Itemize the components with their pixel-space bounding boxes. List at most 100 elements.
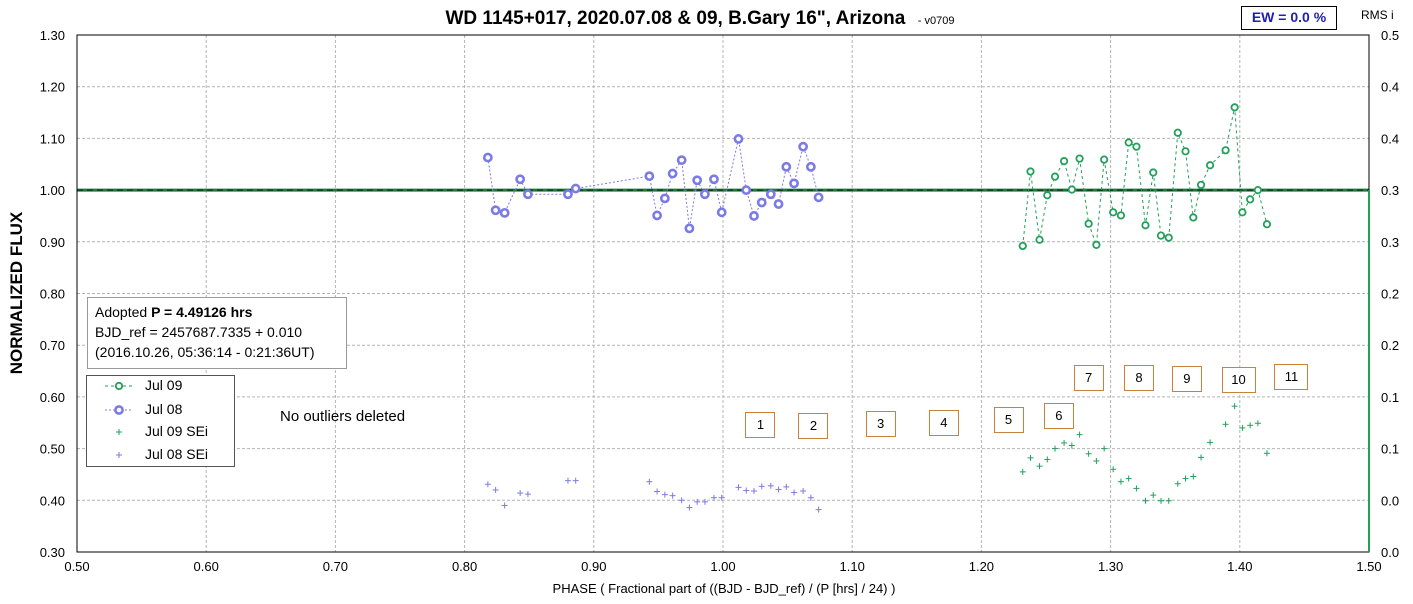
data-point bbox=[676, 155, 687, 166]
data-point bbox=[1221, 146, 1230, 155]
y-tick-label: 0.70 bbox=[40, 338, 65, 353]
x-tick-label: 1.50 bbox=[1356, 559, 1381, 574]
y2-tick-label: 0.5 bbox=[1381, 28, 1399, 43]
data-point bbox=[1109, 208, 1118, 217]
data-point bbox=[805, 161, 816, 172]
y-tick-label: 0.40 bbox=[40, 493, 65, 508]
legend-label-jul09: Jul 09 bbox=[145, 377, 183, 393]
y-tick-label: 0.90 bbox=[40, 235, 65, 250]
data-point bbox=[1222, 421, 1229, 428]
chart-title: WD 1145+017, 2020.07.08 & 09, B.Gary 16"… bbox=[446, 8, 955, 29]
data-point bbox=[1254, 420, 1261, 427]
legend-label-jul09-sei: Jul 09 SEi bbox=[145, 423, 209, 439]
y2-tick-label: 0.4 bbox=[1381, 80, 1399, 95]
info-period-prefix: Adopted bbox=[95, 304, 152, 320]
legend-symbol-jul08-sei bbox=[116, 452, 122, 458]
data-point bbox=[1253, 186, 1262, 195]
data-point bbox=[1061, 439, 1068, 446]
series-layer bbox=[482, 103, 1272, 513]
data-point bbox=[1050, 172, 1060, 181]
legend-symbol-jul08 bbox=[105, 405, 133, 415]
data-point bbox=[1085, 450, 1092, 457]
data-point bbox=[1117, 478, 1124, 485]
data-point bbox=[1164, 233, 1173, 242]
data-point bbox=[1132, 142, 1141, 151]
data-point bbox=[1174, 480, 1181, 487]
legend-symbol-jul09 bbox=[105, 381, 133, 391]
data-point bbox=[701, 498, 708, 505]
info-line-date: (2016.10.26, 05:36:14 - 0:21:36UT) bbox=[95, 344, 315, 360]
data-point bbox=[1027, 454, 1034, 461]
series-2 bbox=[1019, 403, 1270, 504]
data-point bbox=[684, 223, 695, 234]
data-point bbox=[741, 185, 752, 195]
data-point bbox=[659, 193, 670, 204]
data-point bbox=[1246, 195, 1255, 204]
y2-axis-label: RMS i bbox=[1361, 8, 1394, 22]
data-point bbox=[1157, 497, 1164, 504]
annotation-box: 4 bbox=[928, 410, 959, 437]
data-point bbox=[735, 484, 742, 491]
annotation-box: 10 bbox=[1221, 366, 1256, 393]
y2-tick-label: 0.0 bbox=[1381, 545, 1399, 560]
data-point bbox=[1239, 424, 1246, 431]
data-point bbox=[1084, 219, 1093, 228]
data-point bbox=[1035, 235, 1044, 244]
legend: Jul 09 Jul 08 Jul 09 SEi Jul 08 SEi bbox=[86, 375, 235, 467]
data-point bbox=[789, 178, 799, 189]
info-line-bjd-ref: BJD_ref = 2457687.7335 + 0.010 bbox=[95, 324, 303, 340]
data-point bbox=[501, 502, 508, 509]
data-point bbox=[1150, 492, 1157, 499]
data-point bbox=[564, 477, 571, 484]
data-point bbox=[813, 192, 824, 203]
data-point bbox=[767, 482, 774, 489]
data-point bbox=[492, 486, 499, 493]
annotation-box: 3 bbox=[865, 411, 896, 438]
data-point bbox=[1101, 445, 1108, 452]
data-point bbox=[1181, 147, 1190, 156]
data-point bbox=[1018, 241, 1027, 251]
x-tick-label: 0.70 bbox=[323, 559, 348, 574]
y-tick-labels: 0.30 0.40 0.50 0.60 0.70 0.80 0.90 1.00 1.10 1.20… bbox=[40, 28, 65, 560]
y2-tick-label: 0.3 bbox=[1381, 235, 1399, 250]
y-tick-label: 1.10 bbox=[40, 131, 65, 146]
data-point bbox=[800, 487, 807, 494]
y-tick-label: 0.80 bbox=[40, 287, 65, 302]
data-point bbox=[1149, 168, 1158, 177]
data-point bbox=[751, 487, 758, 494]
chart-title-suffix: - v0709 bbox=[918, 15, 955, 27]
data-point bbox=[1067, 185, 1076, 194]
data-point bbox=[563, 189, 573, 200]
data-point bbox=[1207, 439, 1214, 446]
data-point bbox=[572, 477, 579, 484]
data-point bbox=[1141, 221, 1150, 230]
legend-item-jul09-sei: Jul 09 SEi bbox=[87, 422, 234, 442]
data-point bbox=[692, 175, 703, 186]
data-point bbox=[1247, 422, 1254, 429]
data-point bbox=[765, 189, 776, 200]
data-point bbox=[490, 205, 501, 216]
data-point bbox=[700, 189, 710, 200]
data-point bbox=[798, 141, 809, 152]
data-point bbox=[1262, 220, 1272, 229]
data-point bbox=[709, 174, 719, 185]
info-period-value: P = 4.49126 hrs bbox=[151, 304, 253, 320]
data-point bbox=[1036, 463, 1043, 470]
data-point bbox=[733, 134, 744, 144]
data-point bbox=[710, 494, 717, 501]
info-line-period: Adopted P = 4.49126 hrs bbox=[95, 302, 339, 322]
y-axis-label: NORMALIZED FLUX bbox=[7, 211, 26, 374]
y2-tick-label: 0.2 bbox=[1381, 338, 1399, 353]
annotation-box: 2 bbox=[798, 412, 829, 439]
data-point bbox=[646, 478, 653, 485]
legend-label-jul08-sei: Jul 08 SEi bbox=[145, 446, 209, 462]
y2-tick-label: 0.3 bbox=[1381, 183, 1399, 198]
data-point bbox=[1142, 497, 1149, 504]
data-point bbox=[1263, 450, 1270, 457]
data-point bbox=[678, 497, 685, 504]
y-tick-label: 0.50 bbox=[40, 442, 65, 457]
data-point bbox=[1093, 458, 1100, 465]
x-tick-label: 1.20 bbox=[969, 559, 994, 574]
y2-tick-labels: 0.0 0.0 0.1 0.1 0.2 0.2 0.3 0.3 0.4 0.4 0.5 bbox=[1381, 28, 1399, 560]
